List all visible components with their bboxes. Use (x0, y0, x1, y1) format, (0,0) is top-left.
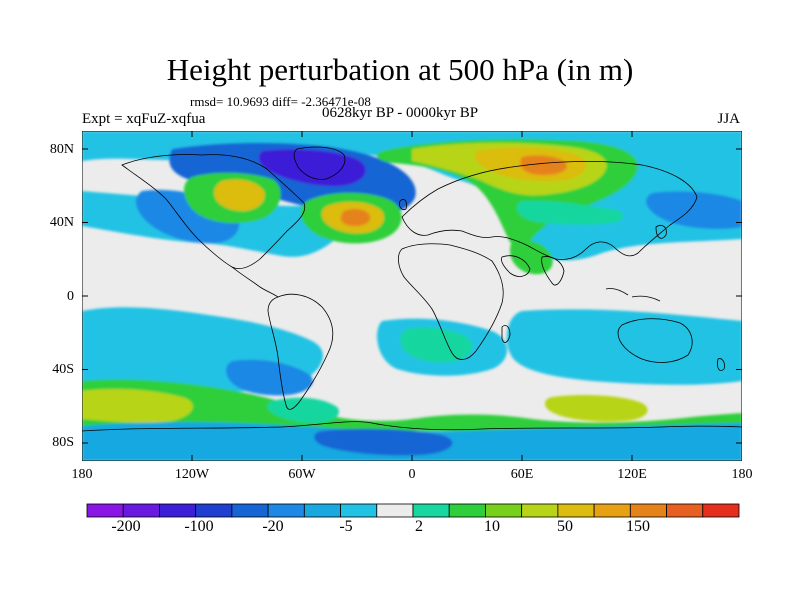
experiment-text: Expt = xqFuZ-xqfua (82, 111, 206, 127)
colorbar-swatch (122, 503, 160, 518)
coastline-path (231, 266, 279, 298)
colorbar-swatch (340, 503, 378, 518)
colorbar-label: 50 (557, 518, 573, 535)
axis-ticks (82, 131, 742, 461)
coastline-path (82, 421, 742, 432)
coastline-path (401, 160, 698, 260)
colorbar-swatch (231, 503, 269, 518)
colorbar-swatch (412, 503, 450, 518)
colorbar-swatch (267, 503, 305, 518)
contour-region (82, 379, 742, 431)
colorbar-swatch (86, 503, 124, 518)
colorbar-label: -200 (111, 518, 141, 535)
stats-text: rmsd= 10.9693 diff= -2.36471e-08 (190, 94, 371, 109)
colorbar-swatch (666, 503, 704, 518)
contour-region (544, 395, 648, 422)
x-tick-label: 60E (510, 467, 534, 482)
coastline-path (605, 288, 629, 296)
coastline-path (398, 243, 504, 360)
y-tick-label: 40N (49, 215, 74, 230)
contour-region (226, 359, 313, 396)
coastlines (82, 146, 742, 432)
contour-region (258, 149, 366, 187)
colorbar-label: -20 (262, 518, 284, 535)
colorbar-swatch (557, 503, 595, 518)
y-tick-label: 80N (49, 142, 74, 157)
colorbar-swatch (303, 503, 341, 518)
x-tick-label: 180 (71, 467, 93, 482)
contour-region (340, 208, 371, 227)
x-tick-label: 180 (731, 467, 753, 482)
contour-region (82, 389, 193, 423)
colorbar-swatch (195, 503, 233, 518)
colorbar-label: 150 (626, 518, 650, 535)
height-perturbation-map (82, 131, 742, 461)
colorbar-swatch (702, 503, 740, 518)
colorbar-swatch (159, 503, 197, 518)
coastline-path (293, 146, 346, 180)
x-tick-label: 0 (408, 467, 416, 482)
x-tick-label: 120E (617, 467, 647, 482)
colorbar (86, 503, 740, 518)
coastline-path (631, 295, 661, 302)
coastline-path (501, 255, 531, 277)
contour-region (314, 428, 453, 456)
contour-region (400, 327, 473, 363)
contour-fill-layer (82, 131, 742, 461)
y-tick-label: 0 (67, 289, 74, 304)
period-text: 0628kyr BP - 0000kyr BP (322, 105, 479, 121)
x-tick-label: 60W (288, 467, 316, 482)
contour-region (267, 397, 340, 423)
season-text: JJA (717, 111, 740, 127)
colorbar-swatch (521, 503, 559, 518)
contour-region (516, 200, 624, 225)
x-tick-label: 120W (174, 467, 210, 482)
coastline-path (541, 256, 565, 286)
coastline-path (501, 325, 511, 343)
colorbar-swatch (448, 503, 486, 518)
y-tick-label: 80S (52, 435, 74, 450)
coastline-path (617, 318, 693, 363)
contour-region (520, 155, 567, 175)
coastline-path (121, 154, 306, 269)
colorbar-label: -5 (339, 518, 353, 535)
coastline-path (655, 225, 667, 239)
coastline-path (267, 293, 334, 410)
colorbar-label: -100 (184, 518, 214, 535)
coastline-path (399, 199, 407, 210)
colorbar-swatch (629, 503, 667, 518)
colorbar-swatch (376, 503, 414, 518)
contour-region (646, 191, 742, 229)
contour-region (214, 179, 265, 211)
plot-title: Height perturbation at 500 hPa (in m) (166, 52, 634, 87)
coastline-path (717, 358, 725, 371)
y-tick-label: 40S (52, 362, 74, 377)
colorbar-swatch (593, 503, 631, 518)
colorbar-swatch (485, 503, 523, 518)
colorbar-label: 10 (484, 518, 500, 535)
colorbar-label: 2 (415, 518, 423, 535)
